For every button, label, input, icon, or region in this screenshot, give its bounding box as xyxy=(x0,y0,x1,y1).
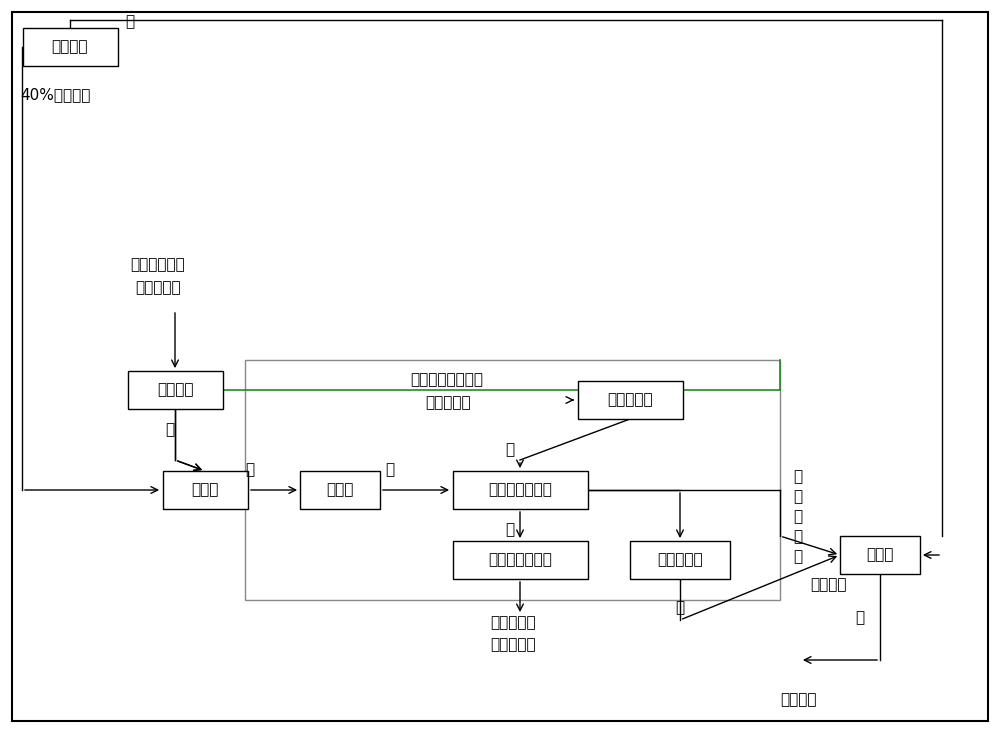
Bar xyxy=(452,471,588,509)
Text: 泵: 泵 xyxy=(505,443,515,457)
Text: 萃取剂来自钚纯化: 萃取剂来自钚纯化 xyxy=(410,372,483,388)
Bar xyxy=(578,381,682,419)
Bar xyxy=(128,371,222,409)
Bar xyxy=(22,28,118,66)
Text: 中和槽: 中和槽 xyxy=(866,548,894,562)
Text: 泵: 泵 xyxy=(385,463,394,477)
Text: 泵: 泵 xyxy=(505,523,515,537)
Text: 泵: 泵 xyxy=(675,600,685,616)
Bar xyxy=(162,471,248,509)
Bar xyxy=(245,360,780,600)
Text: 求: 求 xyxy=(793,550,803,564)
Text: 调料槽: 调料槽 xyxy=(191,482,219,498)
Text: 40%氢氧化钠: 40%氢氧化钠 xyxy=(20,87,90,103)
Text: 钚纯化转化硝: 钚纯化转化硝 xyxy=(130,257,185,273)
Text: 满: 满 xyxy=(793,490,803,504)
Text: 足: 足 xyxy=(793,509,803,525)
Bar xyxy=(630,541,730,579)
Text: 萃取混合澄清槽: 萃取混合澄清槽 xyxy=(488,482,552,498)
Text: 泵: 泵 xyxy=(855,611,865,625)
Text: 泵: 泵 xyxy=(245,463,254,477)
Text: 转化生产线: 转化生产线 xyxy=(425,396,471,410)
Text: 要: 要 xyxy=(793,529,803,545)
Text: 碱配制槽: 碱配制槽 xyxy=(52,40,88,54)
Text: 萃取剂贮槽: 萃取剂贮槽 xyxy=(607,392,653,408)
Text: 满足要求: 满足要求 xyxy=(810,578,846,592)
Text: 废液贮罐: 废液贮罐 xyxy=(157,383,193,397)
Text: 萃取剂贮槽: 萃取剂贮槽 xyxy=(490,638,536,652)
Bar xyxy=(300,471,380,509)
Text: 负载有机相贮槽: 负载有机相贮槽 xyxy=(488,553,552,567)
Text: 钚纯化转化: 钚纯化转化 xyxy=(490,616,536,630)
Text: 泵: 泵 xyxy=(125,15,134,29)
Text: 酸精馏残液: 酸精馏残液 xyxy=(135,281,181,295)
Text: 不: 不 xyxy=(793,470,803,485)
Text: 供料槽: 供料槽 xyxy=(326,482,354,498)
Bar xyxy=(840,536,920,574)
Bar xyxy=(452,541,588,579)
Text: 碱浓缩池: 碱浓缩池 xyxy=(780,693,816,707)
Text: 萃余水贮槽: 萃余水贮槽 xyxy=(657,553,703,567)
Text: 泵: 泵 xyxy=(165,422,174,438)
